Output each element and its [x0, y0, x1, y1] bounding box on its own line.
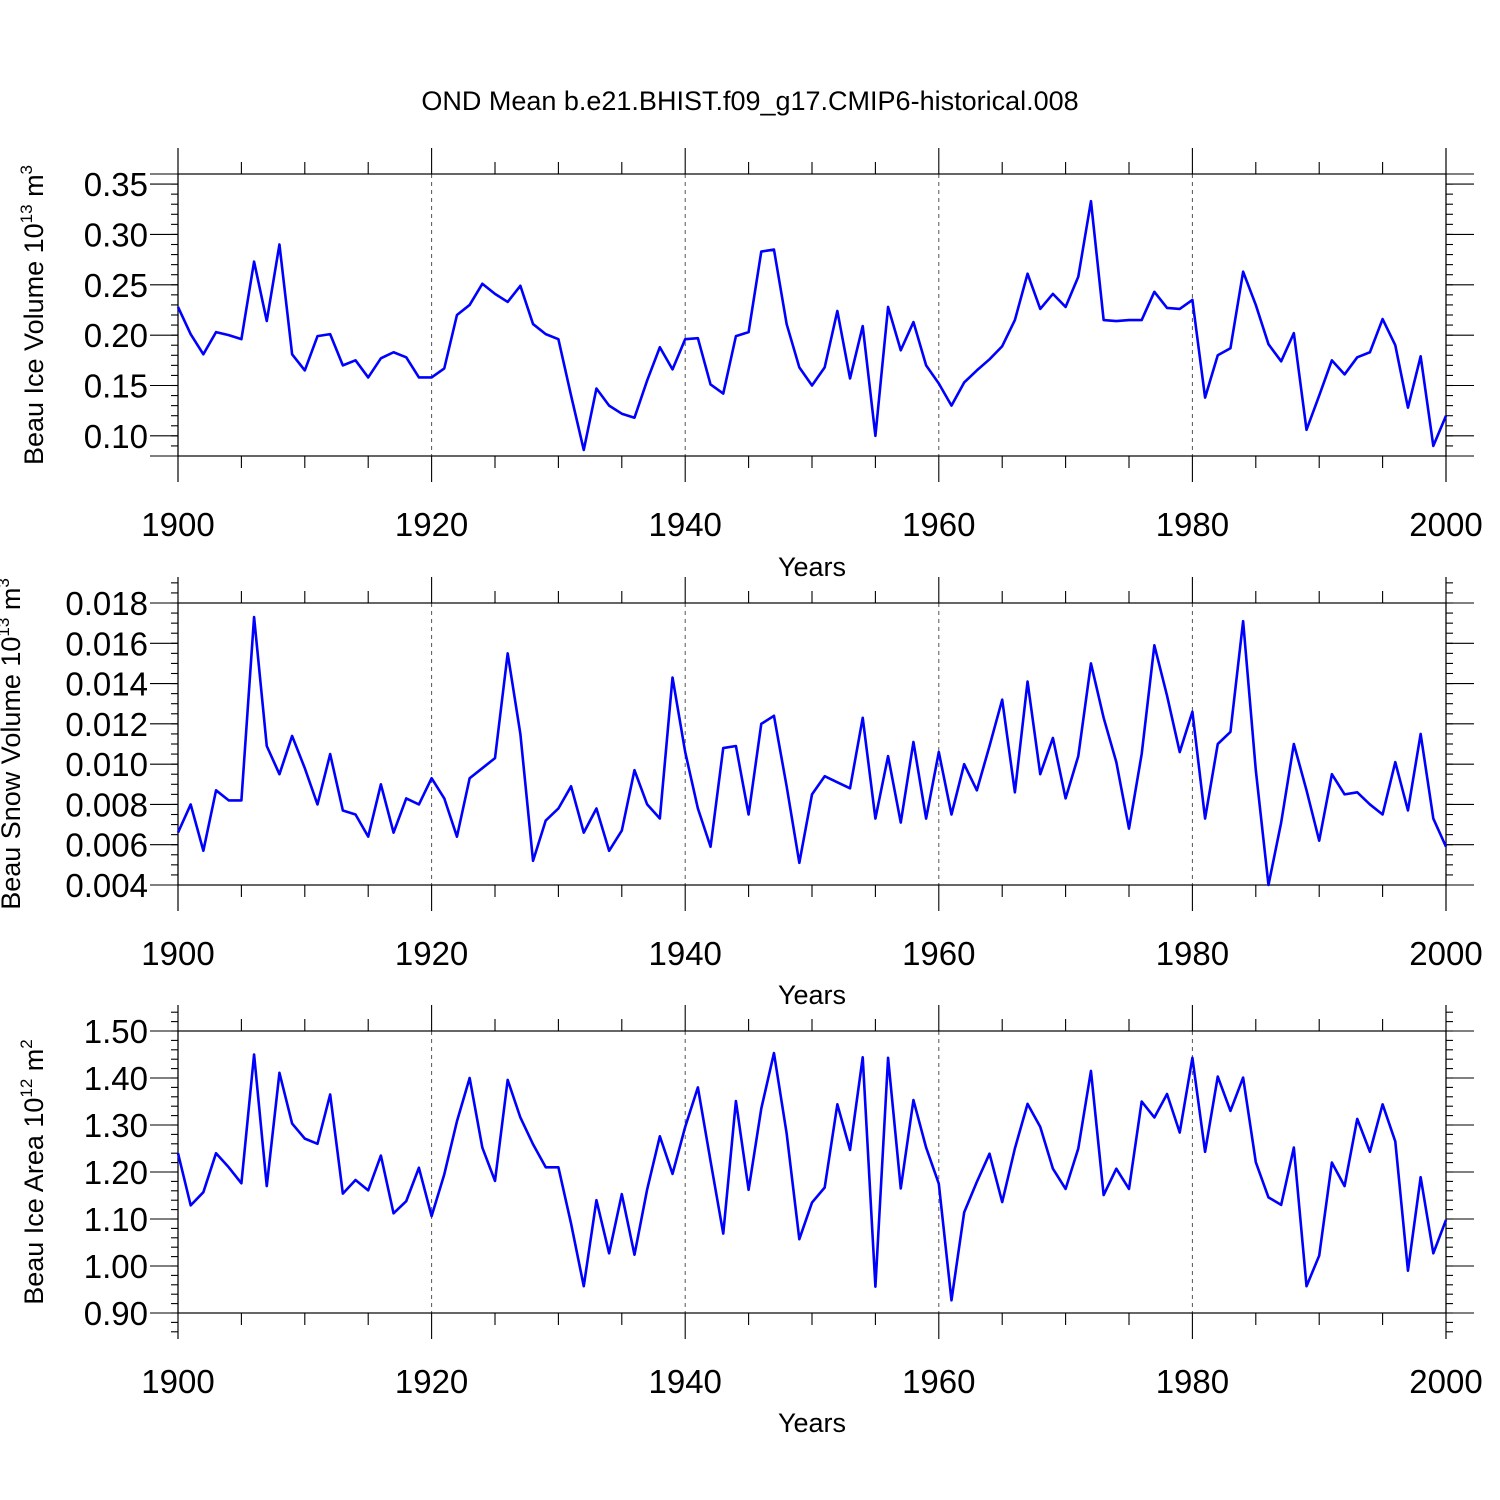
x-tick-label: 2000: [1409, 935, 1482, 972]
x-axis-title: Years: [778, 552, 846, 582]
x-tick-label: 2000: [1409, 506, 1482, 543]
y-tick-label: 0.014: [65, 666, 148, 703]
y-tick-label: 0.018: [65, 585, 148, 622]
panel-ice-area: 0.90 1.00 1.10 1.20 1.30 1.40 1.50 1900 1920 1940…: [17, 1005, 1483, 1438]
plot-frame: [177, 173, 1447, 457]
x-tick-label: 1980: [1156, 935, 1229, 972]
y-tick-label: 0.30: [84, 216, 148, 253]
y-tick-label: 0.010: [65, 746, 148, 783]
y-tick-label: 0.35: [84, 166, 148, 203]
x-tick-label: 1960: [902, 1363, 975, 1400]
x-tick-label: 1940: [648, 506, 721, 543]
x-tick-label: 1980: [1156, 506, 1229, 543]
x-tick-label: 1900: [141, 1363, 214, 1400]
x-tick-label: 1980: [1156, 1363, 1229, 1400]
y-tick-label: 0.004: [65, 867, 148, 904]
y-tick-label: 1.10: [84, 1201, 148, 1238]
x-tick-label: 1940: [648, 1363, 721, 1400]
series-line-ice-area: [176, 1051, 1448, 1302]
x-tick-label: 1900: [141, 935, 214, 972]
panel-ice-volume: 0.10 0.15 0.20 0.25 0.30 0.35 1900 1920 1940 1960…: [17, 148, 1483, 582]
plot-frame: [177, 1030, 1447, 1314]
x-tick-label: 1960: [902, 935, 975, 972]
y-tick-label: 1.00: [84, 1248, 148, 1285]
y-tick-label: 0.25: [84, 267, 148, 304]
x-tick-label: 1900: [141, 506, 214, 543]
x-axis-title: Years: [778, 1408, 846, 1438]
y-tick-label: 0.006: [65, 827, 148, 864]
y-tick-label: 0.15: [84, 368, 148, 405]
y-axis-title: Beau Snow Volume 1013 m3: [0, 578, 26, 910]
x-tick-label: 1960: [902, 506, 975, 543]
x-axis-title: Years: [778, 980, 846, 1010]
y-tick-label: 0.90: [84, 1295, 148, 1332]
figure-title: OND Mean b.e21.BHIST.f09_g17.CMIP6-histo…: [421, 86, 1078, 116]
y-tick-label: 1.50: [84, 1013, 148, 1050]
y-axis-title: Beau Ice Volume 1013 m3: [17, 165, 49, 465]
series-line-ice-volume: [176, 199, 1448, 452]
x-tick-label: 1940: [648, 935, 721, 972]
y-tick-label: 0.008: [65, 786, 148, 823]
x-tick-label: 1920: [395, 506, 468, 543]
y-tick-label: 0.10: [84, 418, 148, 455]
x-tick-label: 1920: [395, 935, 468, 972]
plot-frame: [177, 602, 1447, 886]
y-tick-label: 0.016: [65, 625, 148, 662]
x-tick-label: 1920: [395, 1363, 468, 1400]
y-tick-label: 0.20: [84, 317, 148, 354]
x-tick-label: 2000: [1409, 1363, 1482, 1400]
y-tick-label: 1.30: [84, 1107, 148, 1144]
y-tick-label: 0.012: [65, 706, 148, 743]
series-line-snow-volume: [176, 615, 1448, 887]
y-tick-label: 1.40: [84, 1060, 148, 1097]
y-axis-title: Beau Ice Area 1012 m2: [17, 1039, 49, 1305]
y-tick-label: 1.20: [84, 1154, 148, 1191]
